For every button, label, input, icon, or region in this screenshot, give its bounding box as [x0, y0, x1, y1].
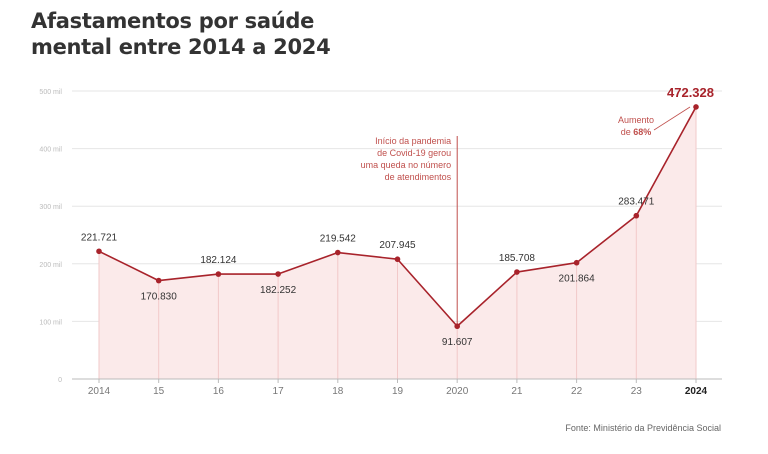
x-tick-label-15: 15	[153, 386, 165, 397]
data-label-2020: 91.607	[442, 337, 473, 348]
data-point-23	[633, 212, 640, 219]
title-line-1: Afastamentos por saúde	[31, 9, 315, 33]
x-tick-label-16: 16	[213, 386, 225, 397]
data-labels: 221.721 170.830 182.124 182.252 219.542 207.9…	[81, 85, 714, 348]
annotation-text: de Covid-19 gerou	[377, 148, 451, 158]
data-label-23: 283.471	[618, 197, 655, 208]
data-label-21: 185.708	[499, 253, 536, 264]
data-point-19	[394, 256, 401, 263]
x-tick-label-22: 22	[571, 386, 583, 397]
data-point-22	[573, 259, 580, 266]
data-point-15	[155, 277, 162, 284]
y-tick-label: 200 mil	[39, 262, 62, 269]
data-point-2020	[454, 323, 461, 330]
annotation-text: de 68%	[621, 127, 652, 137]
x-tick-label-21: 21	[511, 386, 523, 397]
y-tick-label: 400 mil	[39, 147, 62, 154]
x-tick-label-23: 23	[631, 386, 643, 397]
data-label-22: 201.864	[559, 274, 596, 285]
annotation-highlight: 68%	[633, 127, 651, 137]
data-label-19: 207.945	[379, 240, 416, 251]
y-tick-label: 500 mil	[39, 89, 62, 96]
data-label-17: 182.252	[260, 285, 297, 296]
x-tick-label-19: 19	[392, 386, 404, 397]
x-axis: 2014 15 16 17 18 19 2020 21 22 23 2024	[72, 378, 722, 397]
data-point-18	[335, 249, 341, 256]
chart-title: Afastamentos por saúde mental entre 2014…	[31, 8, 331, 60]
area-shape	[99, 106, 696, 379]
x-tick-label-2020: 2020	[446, 386, 469, 397]
data-point-2024	[693, 104, 699, 110]
annotation-text: de atendimentos	[385, 172, 452, 182]
y-tick-label: 100 mil	[39, 319, 62, 326]
data-point-2014	[96, 248, 102, 255]
data-point-21	[514, 269, 520, 275]
annotation-text: uma queda no número	[361, 160, 452, 170]
data-point-17	[275, 271, 281, 277]
y-tick-label: 300 mil	[39, 204, 62, 211]
title-line-2: mental entre 2014 a 2024	[31, 35, 331, 59]
data-points	[96, 104, 699, 330]
source-note: Fonte: Ministério da Previdência Social	[565, 423, 721, 433]
drop-lines	[98, 106, 697, 379]
data-label-2014: 221.721	[81, 232, 118, 243]
data-label-15: 170.830	[141, 292, 178, 303]
x-tick-label-2024: 2024	[685, 386, 708, 397]
x-tick-label-17: 17	[273, 386, 285, 397]
annotation-text: Início da pandemia	[375, 136, 451, 146]
y-axis-ticks: 0 100 mil 200 mil 300 mil 400 mil 500 mil	[39, 89, 62, 384]
annotations: Início da pandemia de Covid-19 gerou uma q…	[361, 106, 691, 327]
data-point-16	[215, 271, 222, 277]
annotation-text: Aumento	[618, 115, 654, 125]
data-label-2024: 472.328	[667, 85, 714, 100]
area-fill	[99, 106, 696, 379]
data-label-16: 182.124	[200, 255, 237, 266]
y-tick-label: 0	[58, 377, 62, 384]
annotation-connector	[653, 106, 691, 131]
data-label-18: 219.542	[320, 234, 357, 245]
x-tick-label-18: 18	[332, 386, 344, 397]
x-tick-label-2014: 2014	[88, 386, 111, 397]
